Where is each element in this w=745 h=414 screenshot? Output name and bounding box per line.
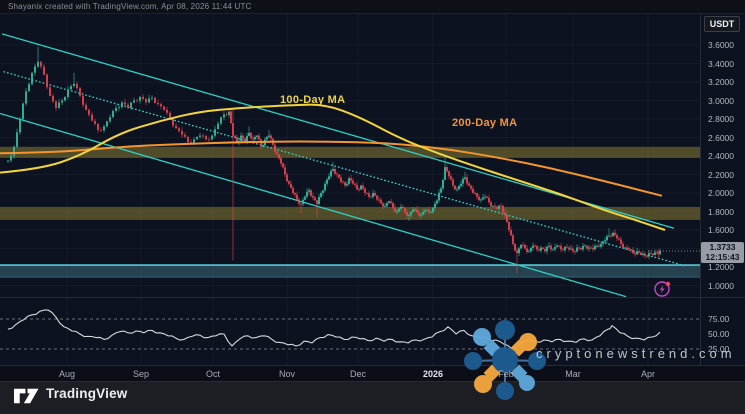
price-tick-label: 2.6000 [708, 132, 734, 143]
price-tick-label: 1.6000 [708, 225, 734, 235]
channel-bottom [0, 112, 627, 298]
price-tick-label: 3.0000 [708, 95, 734, 106]
support-zone-low [0, 265, 700, 278]
candle-countdown: 12:15:43 [705, 251, 740, 262]
resistance-zone-upper [0, 146, 700, 158]
tradingview-logo-icon[interactable] [14, 387, 40, 405]
time-tick-label: Mar [565, 369, 581, 379]
time-tick-label: Apr [640, 369, 656, 379]
price-tick-label: 2.8000 [708, 114, 734, 124]
price-tick-label: 3.4000 [708, 58, 734, 69]
time-tick-label: Sep [132, 369, 150, 379]
rsi-level-label: 25.00 [708, 344, 730, 354]
time-tick-label: Feb [498, 369, 514, 379]
watermark-logo [464, 320, 546, 400]
tradingview-brand-text[interactable]: TradingView [46, 386, 128, 401]
time-axis-strip[interactable] [0, 366, 745, 381]
page-footer [0, 381, 745, 414]
price-tick-label: 3.2000 [708, 77, 734, 87]
support-zone-mid [0, 206, 700, 220]
last-price-value: 1.3733 [709, 242, 736, 252]
flash-notification-dot [665, 281, 671, 287]
price-tick-label: 1.8000 [708, 206, 734, 217]
price-tick-label: 2.0000 [708, 188, 734, 198]
rsi-level-label: 75.00 [708, 314, 730, 324]
price-tick-label: 2.4000 [708, 151, 734, 161]
price-tick-label: 1.0000 [708, 280, 734, 291]
ma200-label: 200-Day MA [452, 117, 518, 129]
last-price-label: 1.3733 12:15:43 [701, 242, 744, 263]
rsi-level-label: 50.00 [708, 329, 730, 339]
ma200-line [0, 140, 663, 197]
ma100-label: 100-Day MA [280, 94, 346, 106]
attribution-text: Shayanix created with TradingView.com, A… [8, 2, 252, 11]
lightning-bolt-icon [659, 285, 665, 294]
attribution-strip [0, 0, 745, 13]
time-tick-label: Dec [349, 369, 367, 379]
flash-icon[interactable] [650, 276, 676, 302]
price-tick-label: 3.6000 [708, 40, 734, 50]
time-tick-label: Aug [58, 369, 76, 379]
ma100-line [0, 103, 666, 231]
time-tick-label: Oct [205, 369, 221, 379]
watermark-text: cryptonewstrend.com [536, 346, 736, 361]
quote-currency-badge: USDT [704, 16, 740, 32]
channel-median [3, 71, 687, 267]
rsi-line [7, 309, 661, 350]
chart-background [0, 13, 745, 366]
time-tick-label: 2026 [422, 369, 444, 379]
price-tick-label: 2.2000 [708, 169, 734, 180]
time-tick-label: Nov [278, 369, 296, 379]
flash-icon-circle [654, 281, 670, 297]
price-tick-label: 1.2000 [708, 262, 734, 272]
